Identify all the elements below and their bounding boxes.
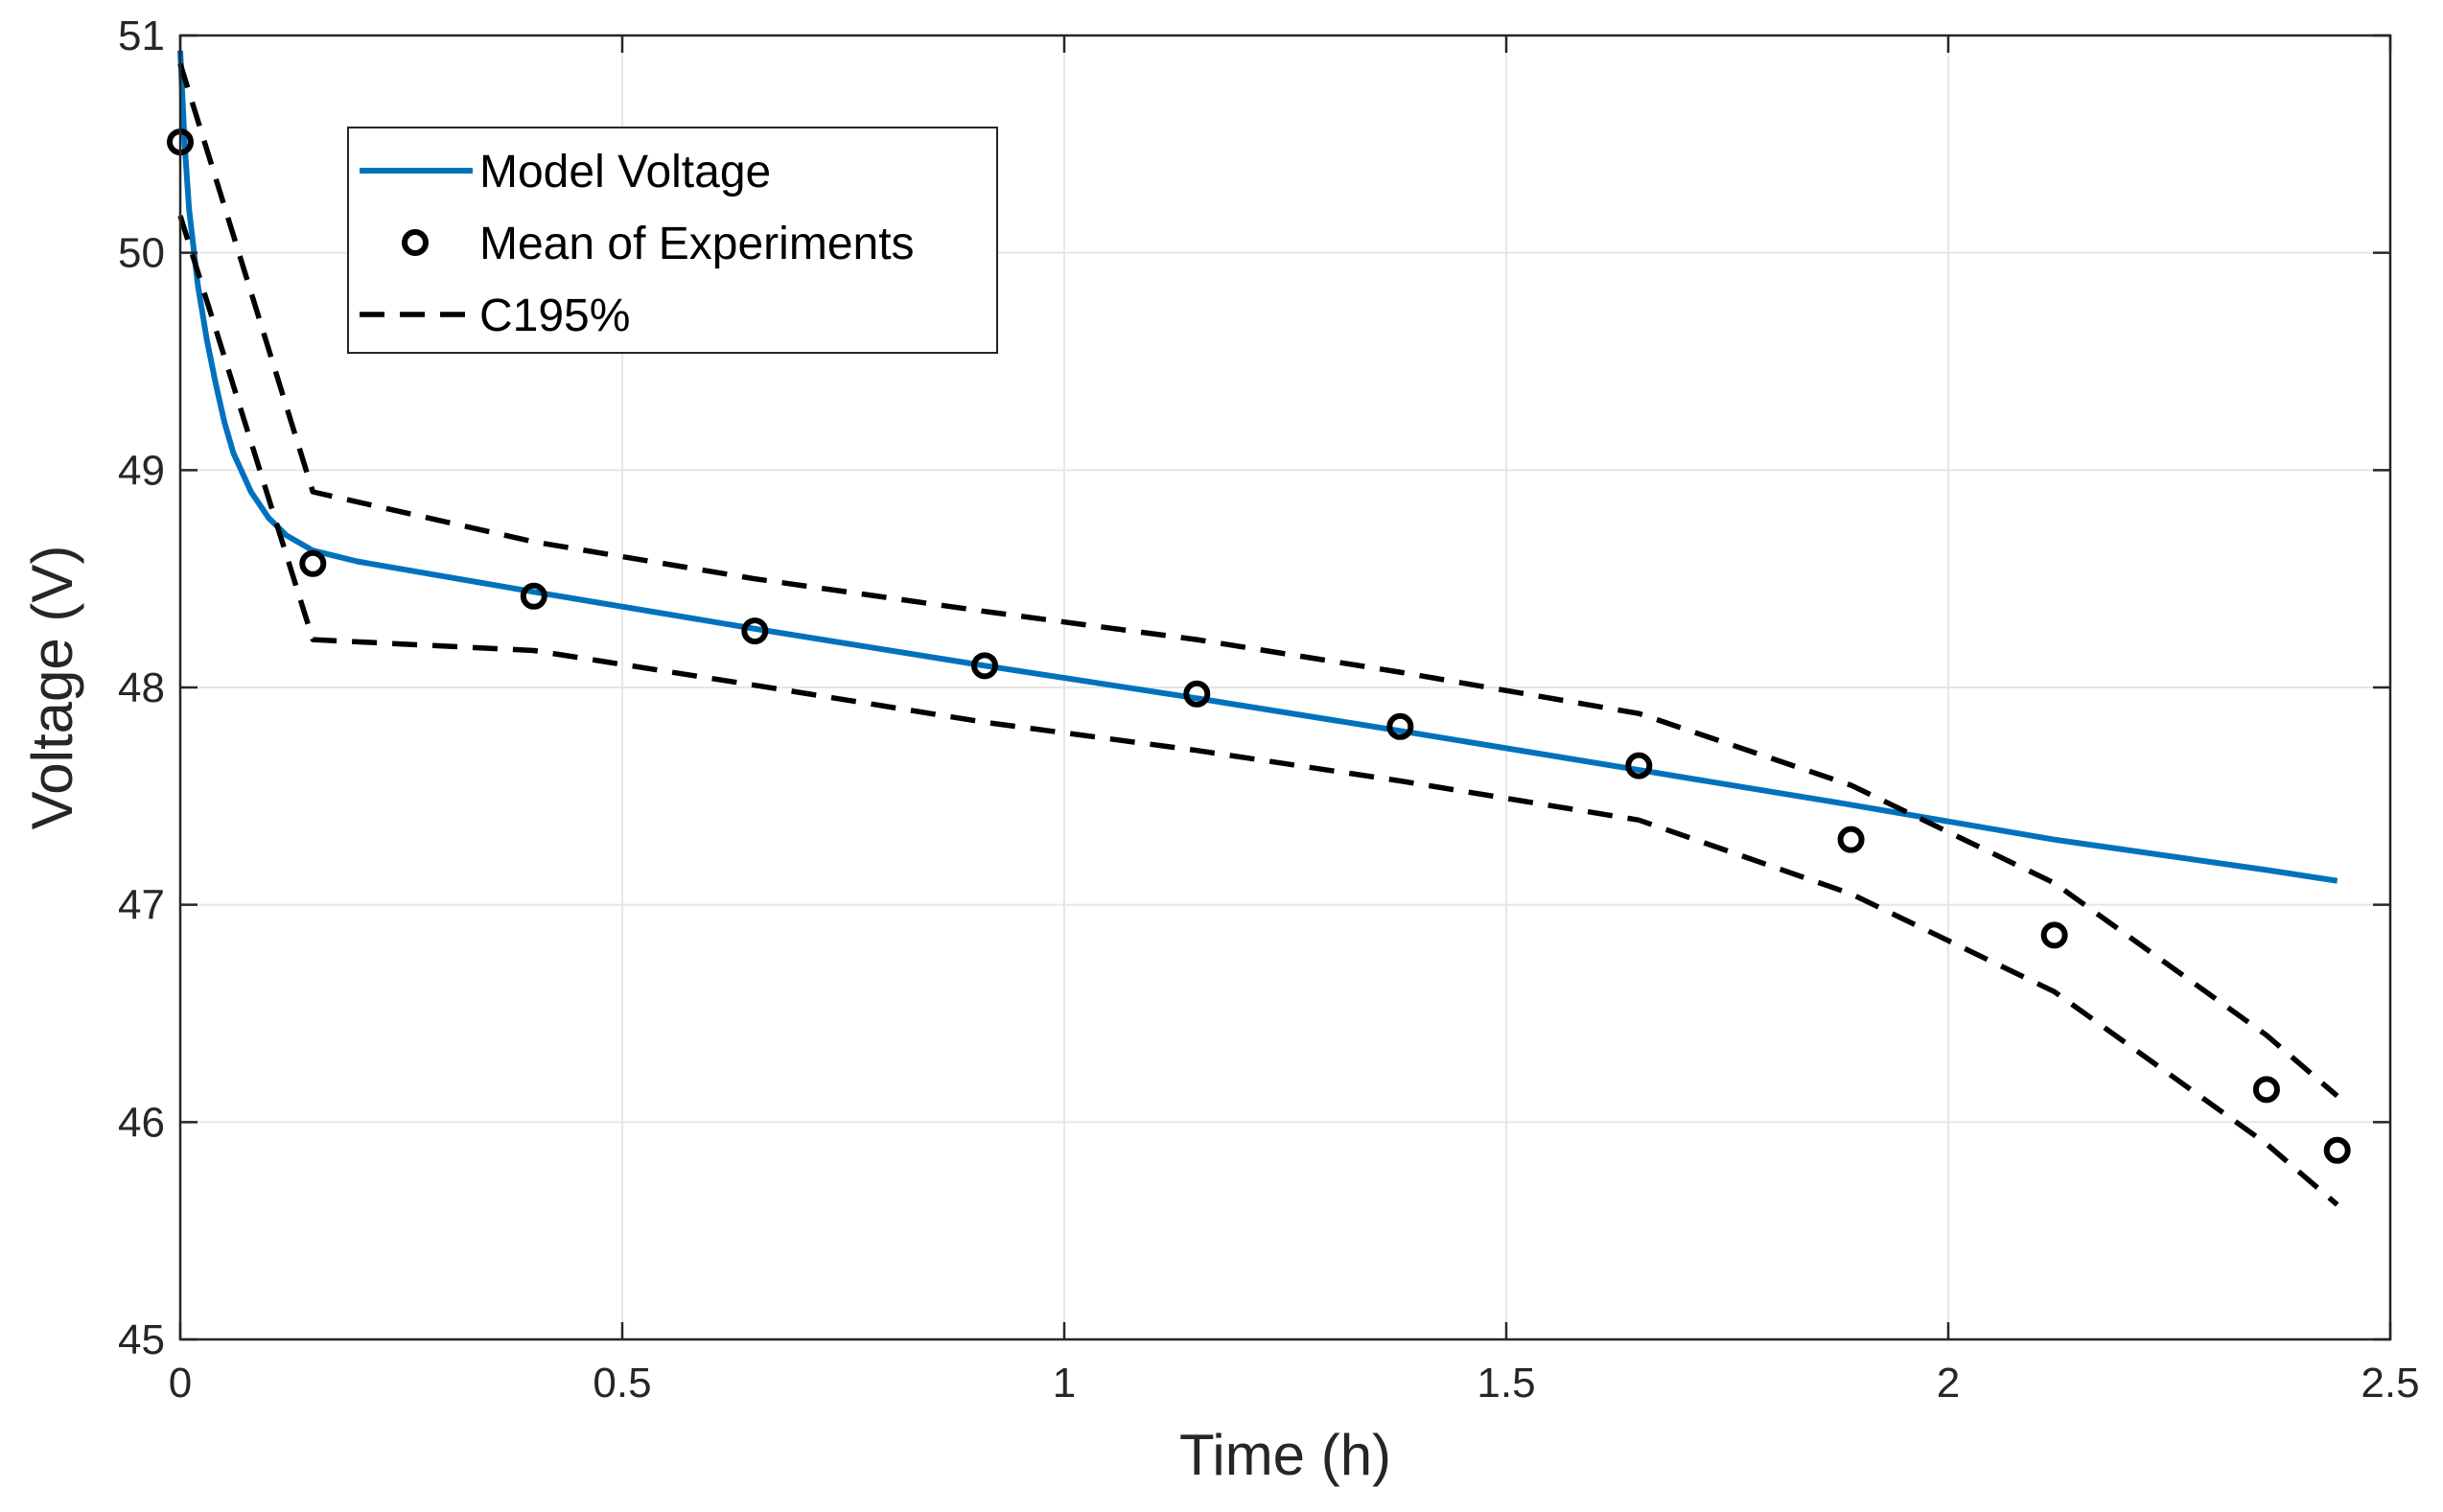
model-voltage-line [177,50,2338,884]
experiment-marker [2040,921,2068,949]
legend-label: C195% [479,291,630,341]
experiment-marker [1837,826,1865,853]
x-tick-label: 1 [1053,1360,1076,1407]
experiment-marker [2252,1076,2280,1104]
legend: Model Voltage Mean of Experiments C195% [347,127,998,354]
x-tick-label: 2.5 [2361,1360,2419,1407]
experiment-marker [971,652,999,680]
ticks: 0 0.5 1 1.5 2 2.5 45 46 47 48 49 50 51 [118,12,2420,1407]
experiment-marker [520,582,547,610]
y-tick-label: 50 [118,230,165,277]
legend-swatch-marker [402,229,429,256]
series-layer [167,50,2351,1207]
legend-label: Model Voltage [479,147,771,198]
x-axis-label: Time (h) [1179,1423,1391,1487]
y-tick-label: 51 [118,12,165,59]
legend-label: Mean of Experiments [479,219,915,269]
y-tick-label: 45 [118,1316,165,1363]
experiment-marker [2323,1136,2351,1164]
x-tick-label: 0 [169,1360,192,1407]
y-tick-label: 48 [118,664,165,711]
ci-lower-line [177,215,2339,1207]
y-tick-label: 49 [118,447,165,494]
y-axis-label: Voltage (V) [20,546,84,830]
y-tick-label: 46 [118,1099,165,1146]
y-tick-label: 47 [118,882,165,929]
experiment-marker [1625,752,1653,779]
experiment-marker [1183,680,1211,708]
experiment-marker [1386,712,1414,740]
experiment-marker [741,617,769,645]
x-tick-label: 2 [1937,1360,1960,1407]
x-tick-label: 1.5 [1477,1360,1535,1407]
experiment-marker [299,549,327,577]
x-tick-label: 0.5 [593,1360,651,1407]
